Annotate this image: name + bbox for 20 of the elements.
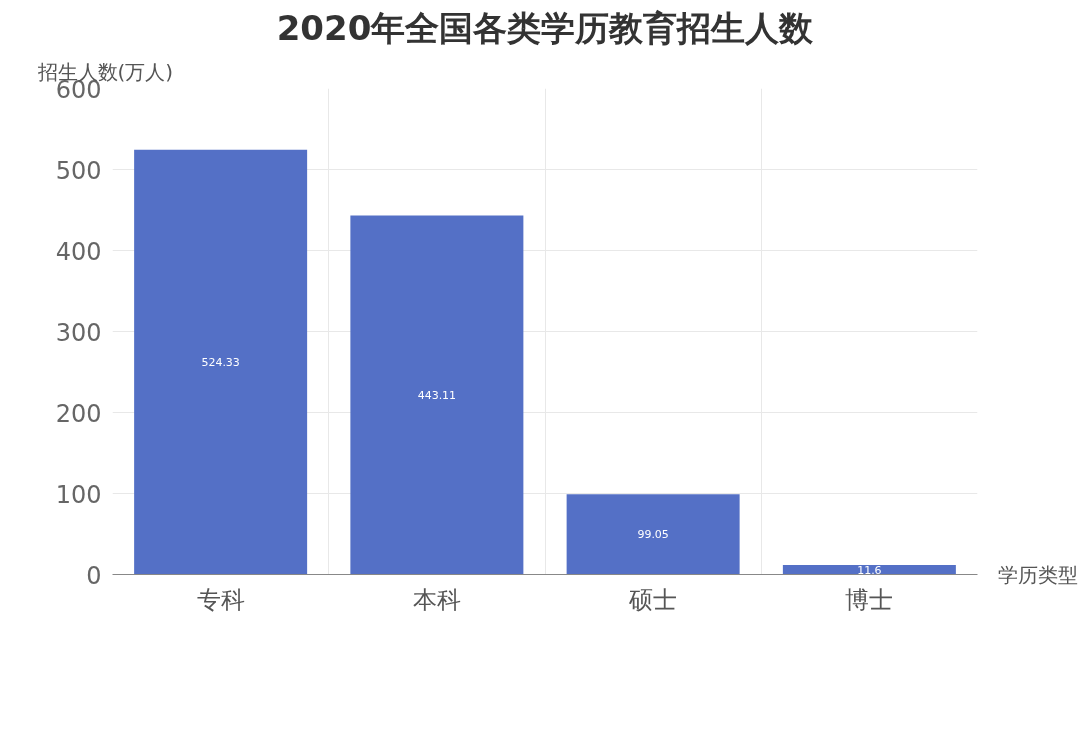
x-tick-label: 硕士 — [628, 585, 678, 614]
data-label: 99.05 — [637, 528, 669, 542]
y-tick-label: 100 — [55, 480, 102, 509]
x-tick-label: 专科 — [196, 585, 245, 614]
data-label: 524.33 — [201, 356, 240, 370]
data-label: 443.11 — [417, 389, 457, 403]
y-tick-label: 400 — [55, 237, 102, 266]
y-tick-label: 0 — [86, 561, 102, 590]
y-tick-label: 500 — [55, 156, 102, 185]
chart-title: 2020年全国各类学历教育招生人数 — [276, 7, 815, 48]
x-axis-title: 学历类型 — [997, 562, 1078, 587]
bar — [782, 565, 956, 575]
bar — [566, 494, 740, 575]
y-tick-label: 300 — [55, 318, 102, 347]
bar — [350, 215, 524, 575]
x-tick-label: 本科 — [412, 585, 461, 614]
data-label: 11.6 — [857, 563, 882, 577]
y-tick-label: 200 — [55, 399, 102, 428]
x-tick-label: 博士 — [845, 585, 894, 614]
bar — [134, 149, 308, 575]
